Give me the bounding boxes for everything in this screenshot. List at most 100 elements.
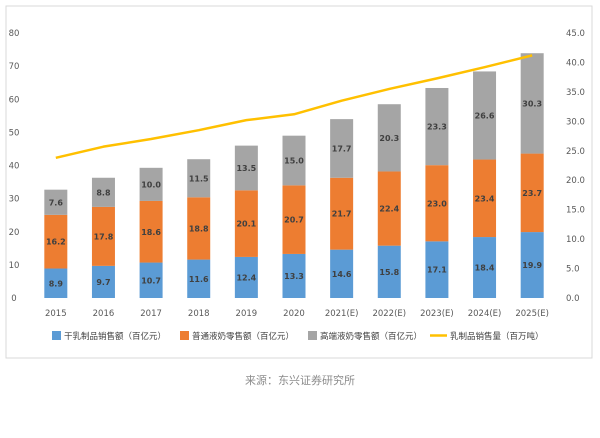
bar-segment [473,159,497,238]
right-axis-tick-label: 15.0 [566,206,585,216]
bar-value-label: 22.4 [379,205,399,214]
bar-value-label: 8.8 [96,188,111,197]
chart-frame [5,5,593,359]
bar-value-label: 11.6 [189,275,209,284]
bar-value-label: 15.8 [379,268,399,277]
bar-value-label: 19.9 [522,261,542,270]
bar-segment [425,241,449,298]
bar-value-label: 18.6 [141,228,161,237]
bar-segment [44,214,68,269]
bar-value-label: 23.7 [522,189,542,198]
bar-segment [139,167,163,201]
bar-segment [187,159,211,198]
bar-value-label: 13.5 [236,164,256,173]
category-tick-label: 2024(E) [468,309,502,319]
left-axis-tick-label: 10 [9,261,20,271]
right-axis-tick-label: 10.0 [566,235,585,245]
right-axis-tick-label: 45.0 [566,29,585,39]
sales-volume-line [55,54,533,160]
bar-segment [377,245,401,298]
bar-segment [139,200,163,263]
left-axis-tick-label: 80 [9,29,20,39]
bar-value-label: 12.4 [236,273,256,282]
right-axis-tick-label: 35.0 [566,88,585,98]
legend-label: 普通液奶零售额（百亿元） [192,331,294,342]
bar-value-label: 23.4 [475,194,495,203]
left-axis-tick-label: 40 [9,162,20,172]
bar-segment [282,185,306,254]
bar-value-label: 21.7 [332,210,352,219]
bar-value-label: 8.9 [49,279,64,288]
bar-segment [282,135,306,186]
bar-segment [234,145,258,191]
bar-value-label: 23.0 [427,199,447,208]
bar-value-label: 26.6 [475,111,495,120]
left-axis-tick-label: 0 [11,294,16,304]
category-tick-label: 2020 [283,309,305,319]
right-axis-tick-label: 25.0 [566,147,585,157]
bar-value-label: 20.1 [236,220,256,229]
category-tick-label: 2015 [45,309,67,319]
bar-value-label: 13.3 [284,272,304,281]
right-axis-tick-label: 20.0 [566,176,585,186]
bar-segment [425,165,449,242]
bar-segment [330,119,354,178]
right-axis-tick-label: 5.0 [566,265,580,275]
category-tick-label: 2018 [188,309,210,319]
bar-segment [473,237,497,298]
bar-segment [91,177,115,207]
left-axis-tick-label: 50 [9,128,20,138]
bar-segment [377,104,401,172]
left-axis-tick-label: 60 [9,95,20,105]
bar-value-label: 23.3 [427,123,447,132]
bar-segment [139,262,163,298]
category-tick-label: 2021(E) [325,309,359,319]
right-axis-tick-label: 30.0 [566,117,585,127]
category-tick-label: 2019 [236,309,258,319]
bar-value-label: 7.6 [49,198,64,207]
bar-segment [44,189,68,215]
bar-segment [425,87,449,166]
bar-segment [282,253,306,298]
bar-segment [234,256,258,298]
bar-segment [187,259,211,298]
bar-value-label: 14.6 [332,270,352,279]
bar-segment [520,153,544,233]
bar-segment [91,265,115,298]
source-note: 来源：东兴证券研究所 [245,374,355,387]
bar-segment [377,171,401,246]
bar-segment [234,190,258,257]
right-axis-tick-label: 40.0 [566,58,585,68]
legend-label: 干乳制品销售额（百亿元） [64,331,166,342]
bar-value-label: 18.8 [189,224,209,233]
bar-value-label: 16.2 [46,238,66,247]
category-tick-label: 2023(E) [420,309,454,319]
legend-label: 高端液奶零售额（百亿元） [320,331,422,342]
bar-value-label: 15.0 [284,157,304,166]
right-axis-tick-label: 0.0 [566,294,580,304]
bar-value-label: 10.0 [141,180,161,189]
category-tick-label: 2022(E) [372,309,406,319]
bar-value-label: 17.8 [94,232,114,241]
legend-swatch [308,331,317,340]
bar-value-label: 9.7 [96,278,110,287]
legend-swatch [180,331,189,340]
bar-value-label: 30.3 [522,99,542,108]
bar-segment [473,71,497,160]
bar-value-label: 18.4 [475,264,495,273]
category-tick-label: 2016 [93,309,115,319]
category-tick-label: 2017 [140,309,162,319]
bar-segment [520,53,544,154]
legend-label: 乳制品销售量（百万吨） [450,331,544,342]
legend-swatch [52,331,61,340]
bar-segment [91,206,115,266]
bar-segment [44,268,68,298]
bar-segment [330,249,354,298]
category-tick-label: 2025(E) [515,309,549,319]
bar-segment [520,232,544,298]
bar-segment [330,177,354,250]
bar-value-label: 17.1 [427,266,447,275]
bar-segment [187,197,211,260]
